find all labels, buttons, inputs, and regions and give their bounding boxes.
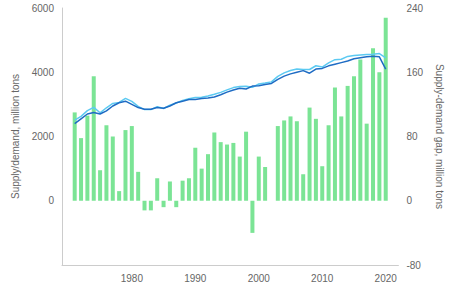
svg-text:1980: 1980 <box>121 273 144 284</box>
svg-text:Supply-demand gap, million ton: Supply-demand gap, million tons <box>434 64 445 209</box>
svg-text:2020: 2020 <box>375 273 398 284</box>
svg-text:2000: 2000 <box>32 131 55 142</box>
svg-text:240: 240 <box>406 3 423 14</box>
svg-text:2000: 2000 <box>248 273 271 284</box>
svg-text:6000: 6000 <box>32 3 55 14</box>
svg-text:0: 0 <box>406 195 412 206</box>
svg-text:0: 0 <box>48 195 54 206</box>
svg-text:-80: -80 <box>406 260 421 271</box>
svg-text:Supply/demand, million tons: Supply/demand, million tons <box>10 74 21 199</box>
svg-text:4000: 4000 <box>32 67 55 78</box>
svg-text:80: 80 <box>406 131 418 142</box>
svg-text:2010: 2010 <box>311 273 334 284</box>
svg-text:1990: 1990 <box>184 273 207 284</box>
svg-text:160: 160 <box>406 67 423 78</box>
